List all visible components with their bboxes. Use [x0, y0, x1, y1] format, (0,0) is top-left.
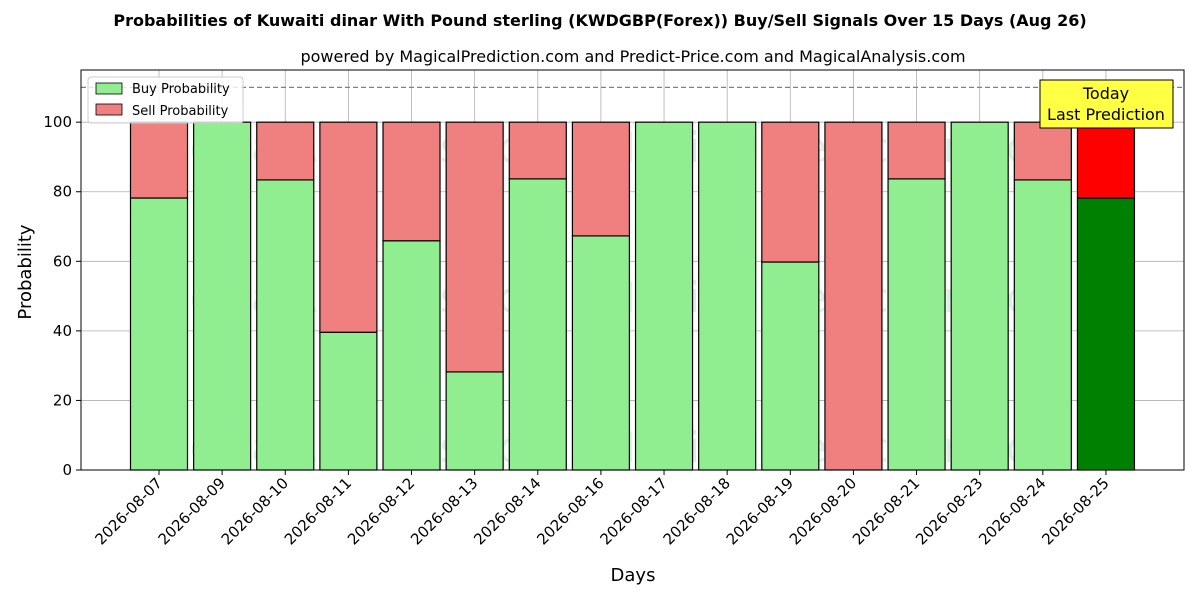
today-annotation-line1: Today: [1082, 84, 1129, 103]
x-tick-label-15: 2026-08-25: [1038, 474, 1112, 548]
bars-layer: [129, 121, 1136, 471]
x-tick-label-2: 2026-08-10: [218, 474, 292, 548]
today-annotation-line2: Last Prediction: [1047, 105, 1165, 124]
x-tick-label-4: 2026-08-12: [344, 474, 418, 548]
bar-buy-2026-08-24: [1013, 179, 1072, 471]
y-tick-label-3: 60: [53, 252, 72, 270]
today-annotation-box: [1039, 79, 1174, 129]
bar-buy-2026-08-25: [1076, 197, 1136, 471]
bar-buy-2026-08-16: [571, 235, 631, 471]
bar-sell-2026-08-11: [319, 121, 378, 333]
y-tick-label-5: 100: [43, 113, 72, 131]
y-tick-label-4: 80: [53, 183, 72, 201]
bar-sell-2026-08-07: [129, 121, 189, 199]
bar-sell-2026-08-24: [1013, 121, 1072, 181]
bar-buy-2026-08-07: [129, 197, 189, 471]
legend-buy-label: Buy Probability: [132, 82, 230, 97]
legend-sell-swatch: [95, 103, 123, 116]
x-tick-label-7: 2026-08-16: [533, 474, 607, 548]
bar-sell-2026-08-14: [508, 121, 567, 180]
x-tick-label-0: 2026-08-07: [91, 474, 165, 548]
x-tick-label-13: 2026-08-23: [912, 474, 986, 548]
x-tick-label-1: 2026-08-09: [155, 474, 229, 548]
bar-sell-2026-08-10: [256, 121, 315, 181]
y-tick-label-2: 40: [53, 322, 72, 340]
x-tick-label-8: 2026-08-17: [596, 474, 670, 548]
y-axis-label: Probability: [15, 224, 36, 319]
bar-buy-2026-08-09: [193, 121, 252, 471]
bar-buy-2026-08-23: [950, 121, 1009, 471]
bar-sell-2026-08-13: [445, 121, 504, 373]
today-annotation: Today Last Prediction: [1039, 79, 1174, 129]
x-tick-label-6: 2026-08-14: [470, 474, 544, 548]
chart-title: Probabilities of Kuwaiti dinar With Poun…: [113, 11, 1086, 30]
bar-buy-2026-08-12: [382, 240, 441, 471]
bar-buy-2026-08-11: [319, 331, 378, 471]
chart-subtitle: powered by MagicalPrediction.com and Pre…: [300, 47, 965, 66]
bar-sell-2026-08-19: [761, 121, 820, 263]
legend-buy-swatch: [95, 82, 123, 95]
bar-sell-2026-08-20: [824, 121, 883, 471]
legend-sell-label: Sell Probability: [132, 104, 229, 119]
x-tick-label-12: 2026-08-21: [849, 474, 923, 548]
legend: Buy Probability Sell Probability: [87, 76, 244, 124]
y-axis-ticks: 0 20 40 60 80 100: [43, 113, 81, 479]
bar-buy-2026-08-10: [256, 179, 315, 471]
x-tick-label-3: 2026-08-11: [281, 474, 355, 548]
plot-frame: [80, 69, 1185, 471]
bar-sell-2026-08-25: [1076, 121, 1136, 199]
bar-buy-2026-08-21: [887, 178, 946, 471]
x-tick-label-14: 2026-08-24: [975, 474, 1049, 548]
bar-sell-2026-08-21: [887, 121, 946, 180]
bar-buy-2026-08-13: [445, 371, 504, 471]
bar-buy-2026-08-17: [634, 121, 694, 471]
y-tick-label-1: 20: [53, 391, 72, 409]
bar-sell-2026-08-16: [571, 121, 631, 237]
x-axis-label: Days: [611, 565, 656, 586]
x-tick-label-10: 2026-08-19: [723, 474, 797, 548]
x-tick-label-9: 2026-08-18: [660, 474, 734, 548]
y-tick-label-0: 0: [62, 461, 72, 479]
legend-frame: [87, 76, 244, 124]
bar-buy-2026-08-19: [761, 261, 820, 471]
bar-sell-2026-08-12: [382, 121, 441, 242]
x-axis-ticks: 2026-08-072026-08-092026-08-102026-08-11…: [91, 470, 1113, 548]
bar-buy-2026-08-18: [698, 121, 757, 471]
x-tick-label-11: 2026-08-20: [786, 474, 860, 548]
bar-buy-2026-08-14: [508, 178, 567, 471]
x-tick-label-5: 2026-08-13: [407, 474, 481, 548]
